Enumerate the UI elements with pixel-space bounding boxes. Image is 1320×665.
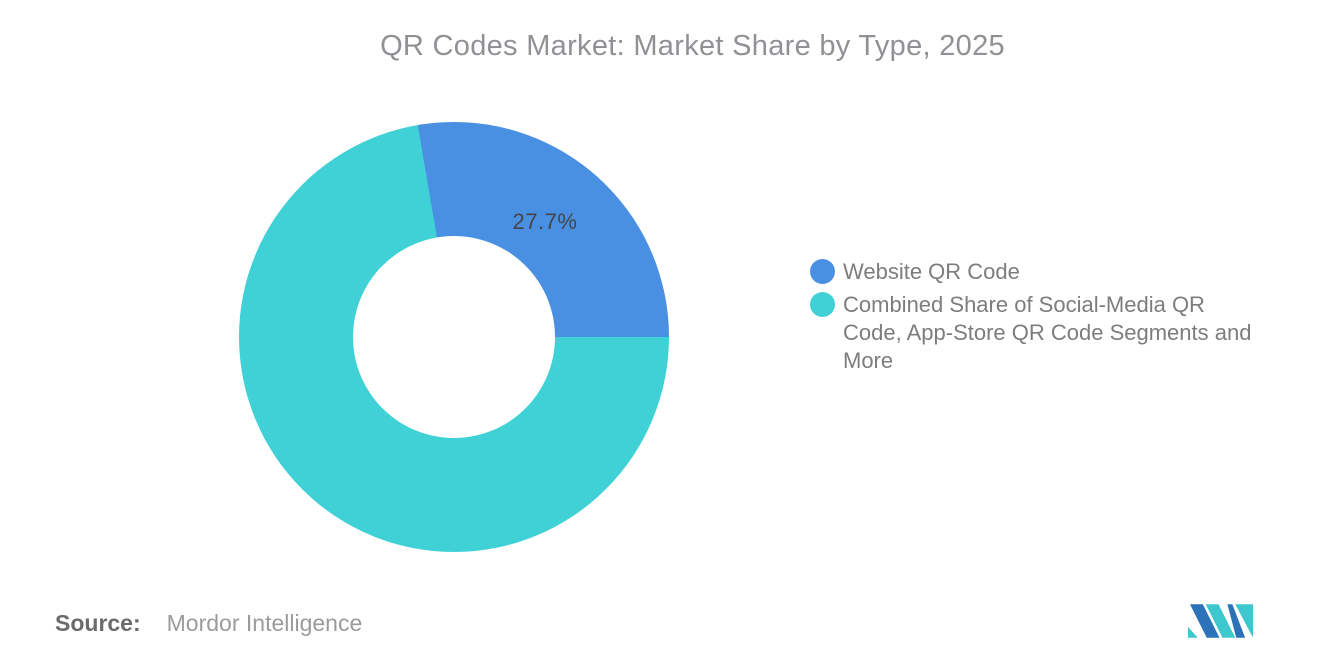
donut-chart: 27.7% xyxy=(239,122,669,552)
legend: Website QR Code Combined Share of Social… xyxy=(810,258,1265,375)
slice-label-website-qr: 27.7% xyxy=(512,209,578,234)
source-line: Source: Mordor Intelligence xyxy=(55,610,362,637)
legend-item-website-qr: Website QR Code xyxy=(810,258,1265,286)
legend-dot-website-qr xyxy=(810,259,835,284)
legend-item-combined-share: Combined Share of Social-Media QR Code, … xyxy=(810,291,1265,375)
logo-teal-middle-leg xyxy=(1205,604,1236,638)
legend-dot-combined-share xyxy=(810,292,835,317)
donut-hole xyxy=(353,236,555,438)
legend-label-combined-share: Combined Share of Social-Media QR Code, … xyxy=(843,292,1252,373)
source-label: Source: xyxy=(55,610,141,636)
legend-label-website-qr: Website QR Code xyxy=(843,259,1020,284)
logo-teal-right-triangle xyxy=(1235,604,1253,638)
chart-title: QR Codes Market: Market Share by Type, 2… xyxy=(380,30,1005,62)
mordor-intelligence-logo xyxy=(1188,604,1253,638)
logo-blue-right-band xyxy=(1227,604,1246,638)
logo-blue-left-leg xyxy=(1189,604,1220,638)
logo-teal-triangle-left xyxy=(1188,626,1198,638)
source-value: Mordor Intelligence xyxy=(166,610,363,636)
